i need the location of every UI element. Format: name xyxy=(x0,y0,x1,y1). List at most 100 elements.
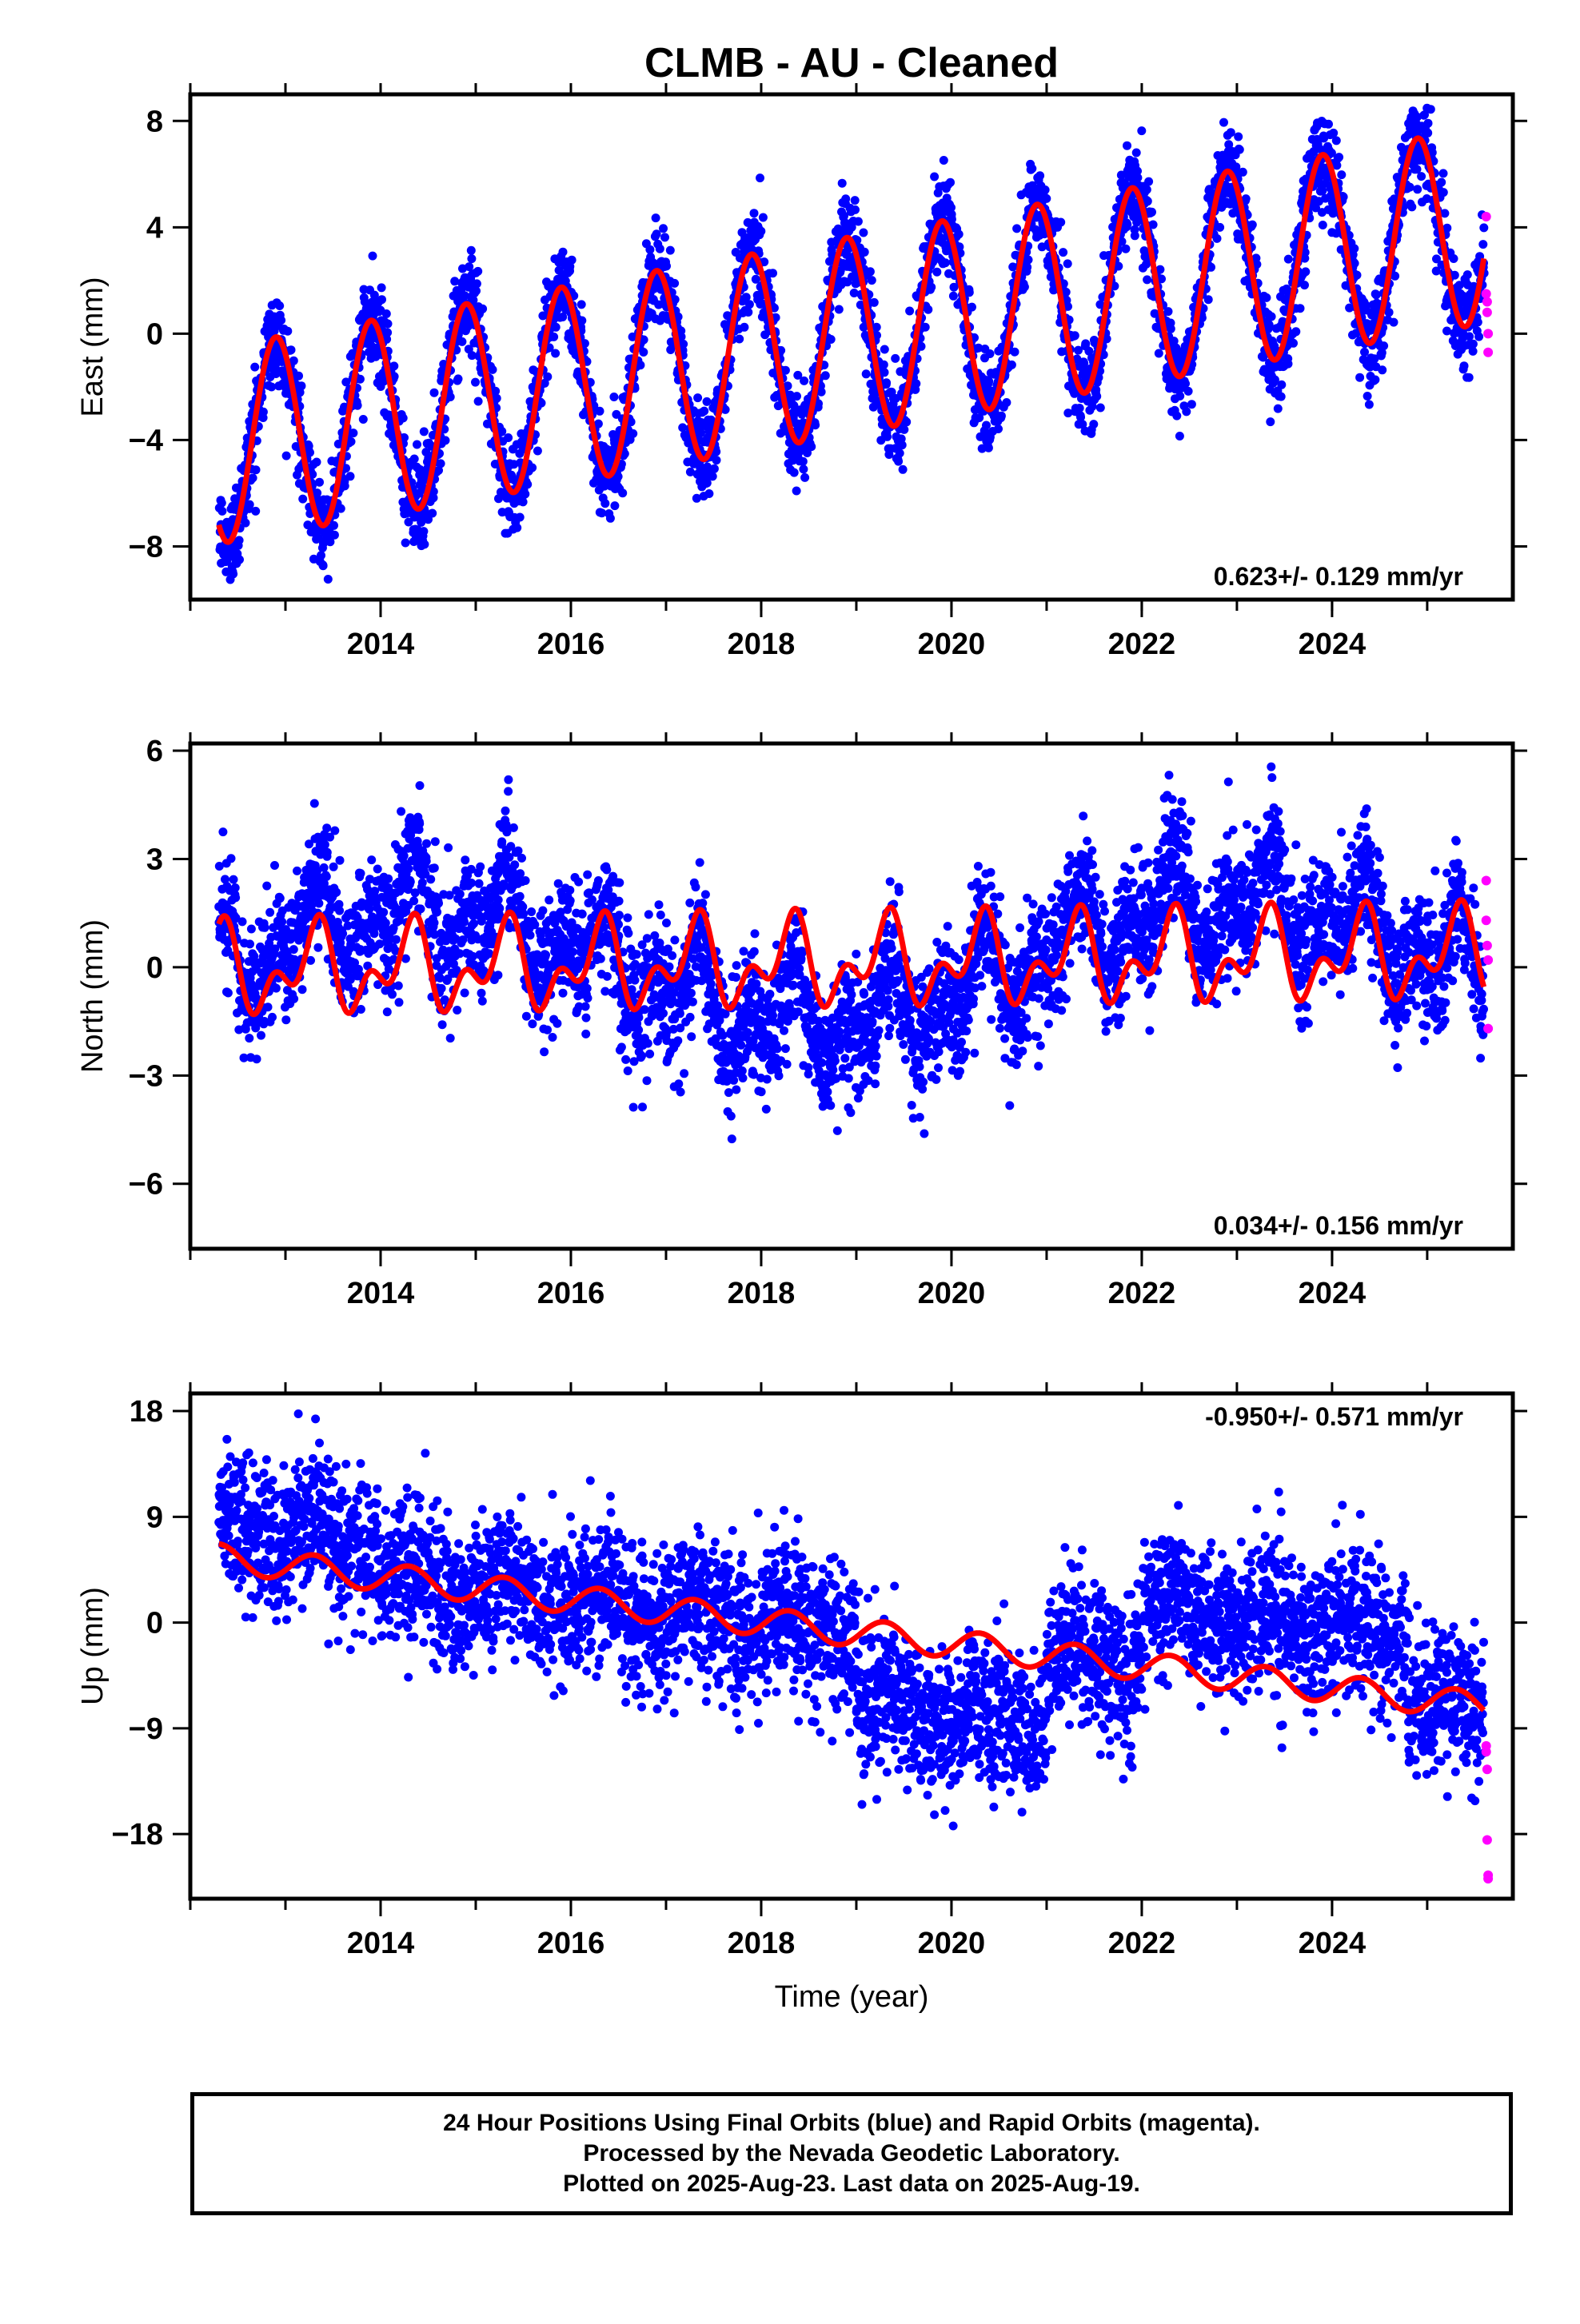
east-final-point xyxy=(912,379,920,388)
north-final-point xyxy=(224,989,233,998)
east-final-point xyxy=(1181,379,1190,388)
north-final-point xyxy=(322,872,331,881)
east-y-tick-label: 8 xyxy=(146,105,163,138)
east-final-point xyxy=(1469,340,1478,349)
east-final-point xyxy=(478,305,487,313)
north-final-point xyxy=(229,875,238,884)
east-final-point xyxy=(600,499,609,508)
east-final-point xyxy=(708,472,717,480)
east-final-point xyxy=(1227,128,1235,137)
east-final-point xyxy=(523,480,532,488)
north-final-point xyxy=(218,827,227,836)
east-final-point xyxy=(347,437,356,446)
east-final-point xyxy=(1204,295,1213,304)
east-final-point xyxy=(1075,404,1084,413)
north-final-point xyxy=(329,863,338,871)
north-final-point xyxy=(388,990,397,999)
north-final-point xyxy=(397,807,405,816)
east-final-point xyxy=(1289,339,1298,348)
north-final-point xyxy=(245,1034,253,1042)
north-final-point xyxy=(245,939,254,948)
east-final-point xyxy=(259,408,268,417)
east-final-point xyxy=(454,374,463,383)
figure-title: CLMB - AU - Cleaned xyxy=(644,40,1059,86)
east-final-point xyxy=(543,373,552,381)
east-final-point xyxy=(1023,263,1031,272)
east-final-point xyxy=(1133,173,1142,182)
east-final-point xyxy=(383,329,392,337)
east-final-point xyxy=(666,246,675,255)
east-final-point xyxy=(880,368,889,377)
east-final-point xyxy=(930,173,939,181)
east-final-point xyxy=(652,213,660,222)
east-final-point xyxy=(551,349,560,358)
east-final-point xyxy=(883,433,892,441)
east-final-point xyxy=(1360,348,1369,357)
east-final-point xyxy=(1267,313,1276,321)
east-final-point xyxy=(217,507,226,516)
east-final-point xyxy=(656,245,664,253)
east-final-point xyxy=(941,258,950,267)
east-final-point xyxy=(1423,129,1432,138)
east-final-point xyxy=(693,393,702,402)
east-final-point xyxy=(1390,318,1398,327)
east-final-point xyxy=(799,457,808,466)
north-final-point xyxy=(323,848,332,857)
north-final-point xyxy=(321,840,329,849)
north-final-point xyxy=(270,861,279,870)
east-final-point xyxy=(1413,185,1422,193)
east-final-point xyxy=(870,298,879,307)
east-final-point xyxy=(1011,348,1019,357)
east-x-tick-label: 2022 xyxy=(1108,628,1176,661)
east-final-point xyxy=(1277,393,1286,401)
east-final-point xyxy=(549,333,558,341)
north-final-point xyxy=(227,854,236,863)
east-final-point xyxy=(420,540,429,548)
north-final-point xyxy=(405,864,413,873)
east-final-point xyxy=(1137,126,1146,135)
east-final-point xyxy=(217,499,226,508)
east-final-point xyxy=(955,230,964,239)
east-final-point xyxy=(1474,333,1483,341)
east-final-point xyxy=(792,392,801,401)
north-final-point xyxy=(264,1003,273,1011)
east-final-point xyxy=(471,378,480,387)
east-final-point xyxy=(1335,153,1343,161)
east-final-point xyxy=(740,323,748,332)
east-x-tick-label: 2014 xyxy=(347,628,415,661)
east-final-point xyxy=(1143,185,1151,194)
east-final-point xyxy=(882,378,891,387)
east-final-point xyxy=(1332,136,1341,145)
east-final-point xyxy=(324,575,333,584)
east-final-point xyxy=(965,288,974,297)
east-final-point xyxy=(703,397,712,406)
east-final-point xyxy=(868,276,876,285)
east-x-tick-label: 2020 xyxy=(918,628,986,661)
east-final-point xyxy=(894,457,903,466)
east-final-point xyxy=(353,401,362,410)
east-final-point xyxy=(315,478,324,487)
east-final-point xyxy=(1378,365,1386,374)
north-final-point xyxy=(231,883,240,892)
east-final-point xyxy=(1187,400,1196,409)
north-final-point xyxy=(379,908,388,917)
east-rapid-point xyxy=(1482,212,1491,221)
east-final-point xyxy=(1234,133,1243,142)
east-final-point xyxy=(504,433,513,442)
east-y-tick-label: −8 xyxy=(129,530,163,564)
east-final-point xyxy=(1012,224,1021,233)
east-final-point xyxy=(1020,282,1029,291)
east-final-point xyxy=(712,456,721,464)
north-final-point xyxy=(293,867,301,875)
east-final-point xyxy=(369,252,377,261)
east-final-point xyxy=(1365,401,1374,409)
east-final-point xyxy=(872,323,881,332)
east-final-point xyxy=(473,267,482,276)
east-final-point xyxy=(497,427,506,436)
east-final-point xyxy=(1465,332,1474,341)
east-final-point xyxy=(282,452,291,460)
east-final-point xyxy=(800,377,808,385)
east-final-point xyxy=(489,365,497,374)
